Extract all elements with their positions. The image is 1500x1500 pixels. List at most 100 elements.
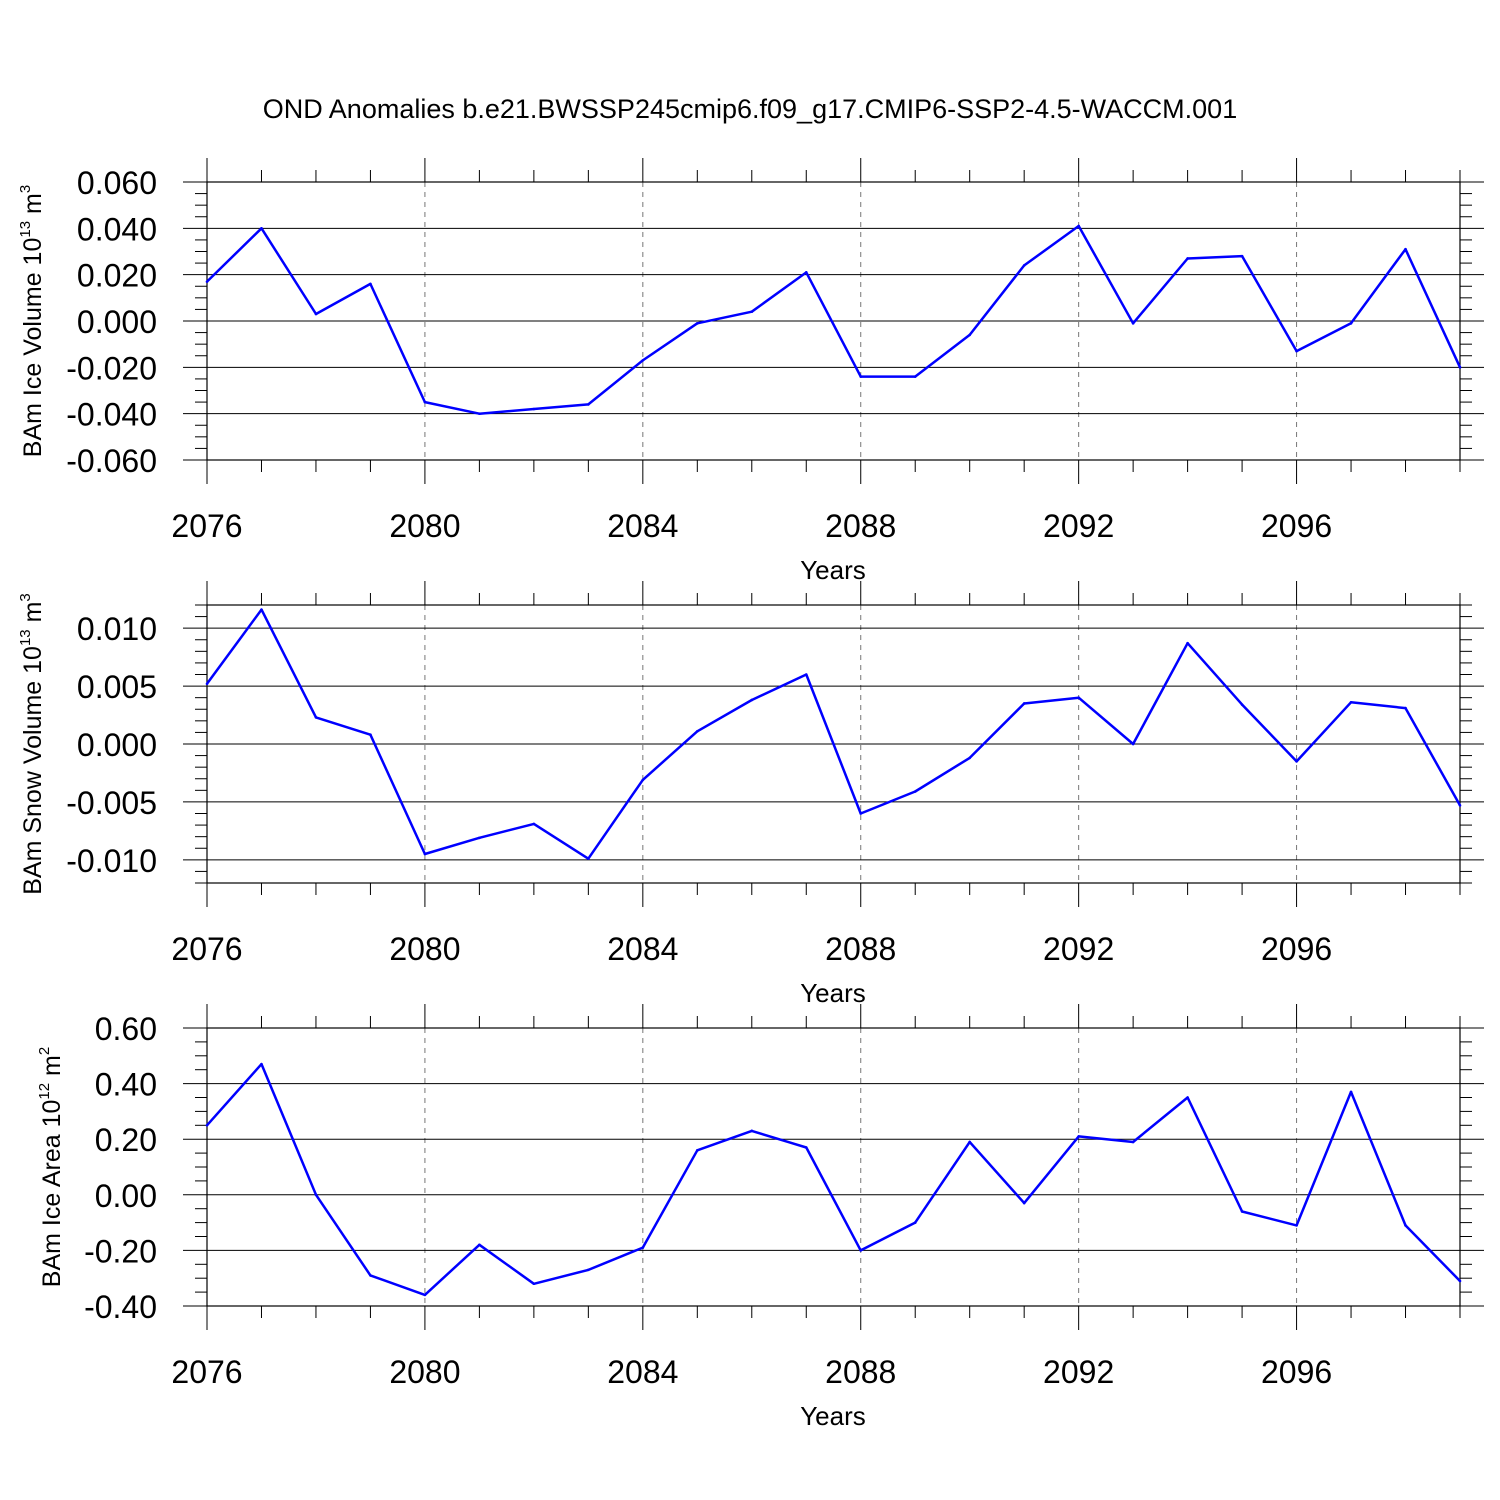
data-point — [1404, 706, 1407, 710]
y-axis-title: BAm Ice Area 1012 m2 — [36, 1047, 66, 1287]
data-point — [587, 403, 590, 406]
data-point — [314, 312, 318, 316]
panel-1: 2076 2080 2084 2088 2092 2096 -0.060 -0.040 -0.0… — [17, 158, 1484, 585]
data-point — [587, 857, 590, 860]
data-point — [913, 1221, 917, 1224]
data-point — [369, 733, 372, 737]
data-point — [205, 682, 209, 686]
x-tick-label: 2096 — [1261, 931, 1332, 967]
plot-frame — [206, 1027, 1461, 1307]
y-axis-title-part: m — [19, 193, 47, 221]
y-axis-title-superscript: 12 — [36, 1083, 53, 1100]
data-point — [1077, 1135, 1080, 1138]
y-axis-title-part: BAm Ice Volume 10 — [19, 238, 47, 458]
data-point — [1295, 1224, 1298, 1227]
data-point — [1404, 247, 1407, 251]
plot-frame — [206, 604, 1461, 884]
y-tick-label: 0.010 — [77, 611, 157, 647]
data-point — [260, 608, 263, 611]
figure-title: OND Anomalies b.e21.BWSSP245cmip6.f09_g1… — [263, 94, 1237, 124]
y-tick-label: -0.010 — [66, 843, 157, 879]
data-point — [1022, 264, 1026, 267]
x-tick-label: 2084 — [607, 508, 678, 544]
data-point — [1186, 257, 1189, 260]
y-axis-title-part: BAm Ice Area 10 — [38, 1100, 66, 1288]
data-point — [1131, 1140, 1135, 1144]
y-tick-label: 0.000 — [77, 304, 157, 340]
data-point — [1349, 322, 1353, 325]
data-point — [913, 790, 917, 793]
data-point — [423, 1293, 427, 1297]
data-point — [532, 407, 536, 411]
data-point — [913, 375, 917, 378]
data-point — [750, 698, 754, 702]
panel-3: 2076 2080 2084 2088 2092 2096 -0.40 -0.20 0.00 0.… — [36, 1004, 1484, 1431]
series-line — [206, 1062, 1461, 1297]
data-point — [1186, 1096, 1189, 1099]
x-tick-label: 2080 — [389, 931, 460, 967]
data-point — [641, 1246, 645, 1249]
data-point — [532, 1282, 536, 1286]
data-point — [641, 359, 645, 362]
y-axis-title-superscript: 3 — [17, 185, 34, 193]
x-tick-label: 2088 — [825, 508, 896, 544]
x-axis-title: Years — [800, 978, 866, 1008]
data-point — [423, 400, 427, 404]
y-tick-label: -0.020 — [66, 350, 157, 386]
x-tick-label: 2092 — [1043, 1354, 1114, 1390]
x-tick-label: 2080 — [389, 508, 460, 544]
data-point — [260, 227, 263, 230]
x-tick-label: 2084 — [607, 931, 678, 967]
data-point — [641, 778, 645, 782]
data-point — [1186, 641, 1189, 645]
data-point — [859, 812, 863, 815]
x-tick-label: 2088 — [825, 931, 896, 967]
y-tick-label: -0.40 — [84, 1289, 157, 1325]
data-point — [369, 1274, 372, 1277]
data-point — [1295, 760, 1298, 763]
x-axis-title: Years — [800, 555, 866, 585]
data-point — [1240, 1210, 1244, 1213]
data-point — [532, 822, 536, 826]
y-tick-label: 0.040 — [77, 211, 157, 247]
x-tick-label: 2092 — [1043, 931, 1114, 967]
data-point — [1458, 804, 1462, 807]
y-axis-title-superscript: 3 — [17, 593, 34, 601]
data-point — [1404, 1224, 1407, 1227]
data-point — [1349, 1090, 1353, 1094]
x-tick-label: 2076 — [171, 1354, 242, 1390]
data-point — [968, 756, 971, 760]
data-point — [1295, 349, 1298, 353]
data-point — [423, 852, 427, 856]
y-axis-title-superscript: 13 — [17, 629, 34, 646]
data-point — [1240, 254, 1244, 258]
data-point — [859, 1249, 863, 1252]
plot-frame — [206, 181, 1461, 461]
y-tick-label: -0.040 — [66, 397, 157, 433]
y-tick-label: 0.60 — [95, 1011, 157, 1047]
data-point — [804, 271, 808, 274]
x-tick-label: 2076 — [171, 508, 242, 544]
data-point — [968, 1140, 971, 1144]
data-point — [804, 1146, 808, 1149]
y-tick-label: 0.00 — [95, 1178, 157, 1214]
y-axis-title-superscript: 2 — [36, 1047, 53, 1055]
data-point — [1131, 322, 1135, 325]
data-point — [1240, 703, 1244, 706]
x-tick-label: 2084 — [607, 1354, 678, 1390]
y-axis-title: BAm Ice Volume 1013 m3 — [17, 185, 47, 457]
data-point — [369, 282, 372, 286]
data-point — [1349, 701, 1353, 704]
data-point — [696, 1149, 699, 1152]
y-tick-label: 0.20 — [95, 1122, 157, 1158]
x-tick-label: 2096 — [1261, 1354, 1332, 1390]
x-tick-label: 2088 — [825, 1354, 896, 1390]
y-tick-label: 0.005 — [77, 669, 157, 705]
data-point — [1458, 1279, 1462, 1283]
y-axis-title: BAm Snow Volume 1013 m3 — [17, 593, 47, 895]
y-axis-title-part: m — [38, 1055, 66, 1083]
data-point — [696, 729, 699, 733]
data-point — [1022, 1201, 1026, 1205]
data-point — [750, 310, 754, 314]
